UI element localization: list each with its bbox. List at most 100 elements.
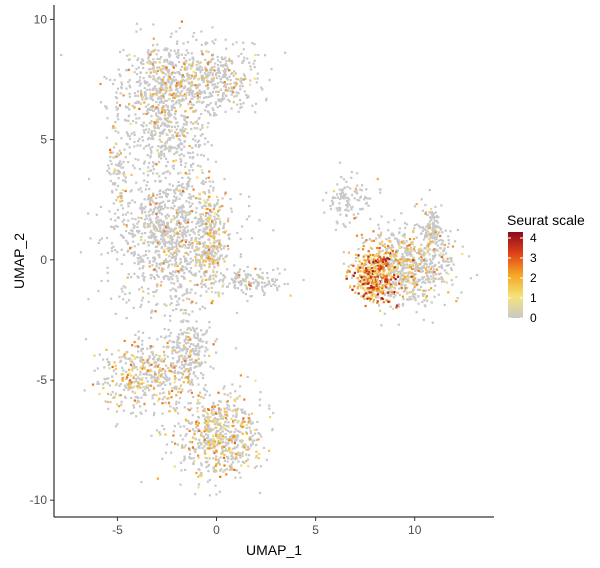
data-point: [140, 204, 143, 207]
data-point: [128, 95, 131, 98]
data-point: [355, 189, 358, 192]
data-point: [152, 194, 155, 197]
data-point: [155, 245, 158, 248]
data-point: [148, 261, 151, 264]
data-point: [437, 216, 440, 219]
data-point: [247, 448, 250, 451]
data-point: [162, 144, 165, 147]
data-point: [245, 448, 248, 451]
data-point: [191, 146, 194, 149]
data-point: [408, 259, 411, 262]
data-point: [109, 78, 112, 81]
data-point: [165, 274, 168, 278]
data-point: [193, 430, 196, 433]
data-point: [211, 74, 214, 77]
data-point: [153, 121, 156, 124]
data-point: [176, 343, 179, 346]
data-point: [385, 277, 388, 280]
data-point: [246, 375, 249, 378]
data-point: [216, 59, 220, 62]
data-point: [173, 96, 176, 100]
data-point: [395, 249, 398, 252]
data-point: [137, 140, 140, 143]
data-point: [105, 377, 108, 381]
data-point: [212, 282, 215, 285]
data-point: [159, 284, 162, 287]
data-point: [242, 443, 245, 446]
data-point: [180, 205, 183, 208]
data-point: [132, 354, 135, 357]
data-point: [219, 205, 222, 208]
data-point: [389, 285, 392, 288]
data-point: [424, 267, 427, 270]
data-point: [91, 383, 95, 386]
data-point: [193, 361, 196, 364]
data-point: [283, 268, 286, 271]
data-point: [127, 219, 130, 222]
data-point: [257, 54, 260, 57]
data-point: [233, 264, 236, 267]
data-point: [204, 137, 207, 140]
data-point: [178, 342, 181, 345]
data-point: [445, 252, 448, 255]
data-point: [195, 127, 198, 130]
data-point: [176, 236, 179, 239]
data-point: [155, 220, 159, 223]
data-point: [226, 83, 229, 86]
data-point: [204, 285, 207, 288]
data-point: [423, 259, 426, 262]
data-point: [175, 304, 178, 307]
data-point: [246, 458, 250, 461]
data-point: [150, 97, 153, 101]
data-point: [170, 129, 173, 132]
data-point: [203, 244, 206, 247]
data-point: [186, 116, 189, 119]
data-point: [177, 49, 180, 52]
data-point: [248, 438, 251, 441]
data-point: [250, 438, 253, 441]
data-point: [175, 95, 178, 98]
data-point: [401, 304, 404, 307]
data-point: [118, 104, 122, 107]
data-point: [142, 362, 145, 365]
data-point: [152, 109, 155, 112]
data-point: [422, 289, 425, 292]
data-point: [204, 260, 207, 263]
data-point: [410, 290, 413, 293]
data-point: [183, 277, 186, 280]
data-point: [413, 267, 416, 270]
data-point: [204, 461, 208, 464]
data-point: [112, 226, 115, 229]
data-point: [387, 292, 390, 295]
data-point: [214, 204, 217, 207]
data-point: [395, 252, 398, 255]
data-point: [170, 246, 173, 249]
data-point: [202, 154, 205, 157]
data-point: [89, 237, 92, 240]
data-point: [362, 264, 365, 267]
data-point: [79, 251, 82, 254]
data-point: [108, 171, 111, 174]
data-point: [206, 348, 209, 351]
data-point: [158, 223, 162, 226]
data-point: [183, 355, 187, 358]
data-point: [229, 466, 232, 469]
data-point: [174, 241, 178, 245]
data-point: [217, 67, 220, 70]
data-point: [149, 197, 152, 200]
data-point: [228, 468, 232, 471]
data-point: [226, 220, 230, 223]
data-point: [146, 380, 149, 383]
data-point: [200, 395, 203, 398]
data-point: [441, 231, 444, 234]
data-point: [211, 107, 214, 110]
data-point: [98, 353, 101, 356]
data-point: [177, 134, 180, 137]
data-point: [255, 454, 258, 458]
data-point: [406, 260, 409, 263]
data-point: [114, 364, 117, 367]
data-point: [419, 285, 423, 288]
data-point: [224, 441, 227, 444]
data-point: [207, 440, 210, 444]
data-point: [125, 239, 128, 242]
